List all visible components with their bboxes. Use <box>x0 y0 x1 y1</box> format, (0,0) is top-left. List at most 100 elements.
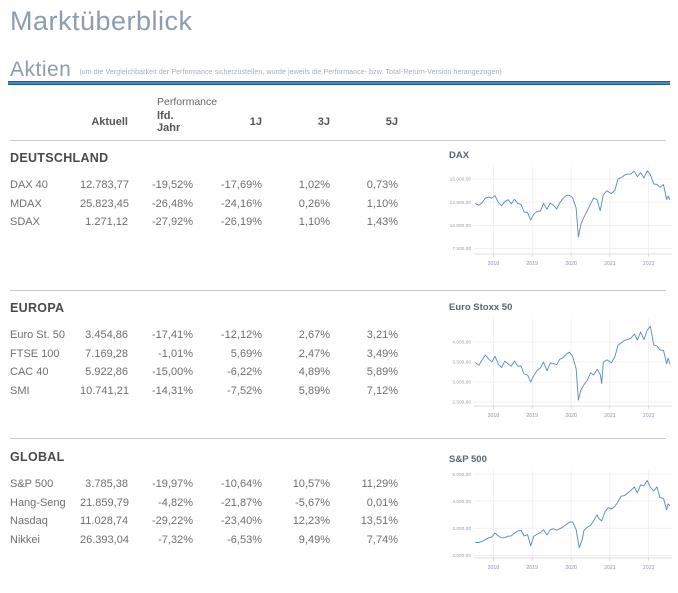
market-section-global: GLOBAL S&P 500 3.785,38 -19,97% -10,64% 10,57… <box>10 450 398 549</box>
value-cell: -7,32% <box>158 534 193 547</box>
value-cell: 21.859,79 <box>80 496 129 509</box>
value-cell: -19,52% <box>152 179 193 192</box>
value-cell: 4,89% <box>298 366 330 379</box>
svg-text:3.000,00: 3.000,00 <box>452 526 471 532</box>
svg-text:2020: 2020 <box>565 261 577 267</box>
value-cell: 1,10% <box>366 197 398 210</box>
col-header-1j: 1J <box>249 116 262 128</box>
value-cell: -19,97% <box>152 478 193 491</box>
chart-title: Euro Stoxx 50 <box>449 302 513 313</box>
chart-title: S&P 500 <box>449 454 487 465</box>
index-label: Nasdaq <box>10 515 48 528</box>
line-chart: 15.000,00 12.500,00 10.000,00 7.500,00 2018 2… <box>450 166 672 267</box>
section-header: EUROPA <box>10 301 65 315</box>
svg-text:10.000,00: 10.000,00 <box>450 223 472 229</box>
svg-text:4.000,00: 4.000,00 <box>452 340 471 346</box>
table-row: CAC 40 5.922,86 -15,00% -6,22% 4,89% 5,89% <box>10 363 398 382</box>
value-cell: -15,00% <box>152 366 193 379</box>
value-cell: 5,89% <box>366 366 398 379</box>
value-cell: 7.169,28 <box>85 347 128 360</box>
index-label: SDAX <box>10 216 40 229</box>
value-cell: 5,89% <box>298 385 330 398</box>
svg-text:2019: 2019 <box>526 413 538 419</box>
svg-text:2018: 2018 <box>488 413 500 419</box>
svg-text:2022: 2022 <box>643 565 655 571</box>
value-cell: 0,01% <box>366 496 398 509</box>
col-header-lfd-jahr: lfd. Jahr <box>157 110 181 134</box>
col-header-aktuell: Aktuell <box>91 116 128 128</box>
value-cell: 12,23% <box>292 515 330 528</box>
performance-group-header: Performance <box>157 96 218 108</box>
table-row: SMI 10.741,21 -14,31% -7,52% 5,89% 7,12% <box>10 382 398 401</box>
svg-text:2021: 2021 <box>604 261 616 267</box>
svg-text:2.500,00: 2.500,00 <box>452 400 471 406</box>
index-label: CAC 40 <box>10 366 49 379</box>
value-cell: -6,53% <box>227 534 262 547</box>
value-cell: 1.271,12 <box>85 216 128 229</box>
chart-dax: DAX 15.000,00 12.500,00 10.000,00 7.500,00 20… <box>438 150 676 270</box>
section-divider <box>10 140 666 141</box>
svg-text:12.500,00: 12.500,00 <box>450 200 472 206</box>
value-cell: -26,48% <box>152 197 193 210</box>
value-cell: -7,52% <box>227 385 262 398</box>
value-cell: 26.393,04 <box>80 534 129 547</box>
value-cell: -4,82% <box>158 496 193 509</box>
value-cell: -17,69% <box>221 179 262 192</box>
value-cell: -6,22% <box>227 366 262 379</box>
table-row: Nasdaq 11.028,74 -29,22% -23,40% 12,23% 13,51… <box>10 512 398 531</box>
value-cell: -12,12% <box>221 329 262 342</box>
value-cell: -29,22% <box>152 515 193 528</box>
value-cell: 2,67% <box>298 329 330 342</box>
svg-text:4.000,00: 4.000,00 <box>452 499 471 505</box>
index-label: Nikkei <box>10 534 40 547</box>
svg-text:2021: 2021 <box>604 565 616 571</box>
chart-s-p-500: S&P 500 5.000,00 4.000,00 3.000,00 2.000,00 2… <box>438 454 676 574</box>
table-row: SDAX 1.271,12 -27,92% -26,19% 1,10% 1,43% <box>10 213 398 232</box>
value-cell: -10,64% <box>221 478 262 491</box>
svg-text:7.500,00: 7.500,00 <box>452 246 471 252</box>
page-title: Marktüberblick <box>10 6 193 36</box>
value-cell: -21,87% <box>221 496 262 509</box>
value-cell: -24,16% <box>221 197 262 210</box>
value-cell: 10.741,21 <box>80 385 129 398</box>
aktien-note: (um die Vergleichbarkeit der Performance… <box>79 69 502 76</box>
value-cell: -27,92% <box>152 216 193 229</box>
table-row: Hang-Seng 21.859,79 -4,82% -21,87% -5,67% 0,0… <box>10 494 398 513</box>
table-row: DAX 40 12.783,77 -19,52% -17,69% 1,02% 0,73% <box>10 176 398 195</box>
value-cell: -5,67% <box>295 496 330 509</box>
value-cell: 11.028,74 <box>80 515 129 528</box>
svg-text:2020: 2020 <box>565 413 577 419</box>
value-cell: 10,57% <box>292 478 330 491</box>
value-cell: 1,43% <box>366 216 398 229</box>
svg-text:2020: 2020 <box>565 565 577 571</box>
index-label: S&P 500 <box>10 478 54 491</box>
svg-text:2.000,00: 2.000,00 <box>452 553 471 559</box>
section-header: GLOBAL <box>10 450 65 464</box>
col-header-3j: 3J <box>317 116 330 128</box>
svg-text:2018: 2018 <box>488 565 500 571</box>
index-label: SMI <box>10 385 30 398</box>
index-label: DAX 40 <box>10 179 48 192</box>
svg-text:2021: 2021 <box>604 413 616 419</box>
value-cell: 3,21% <box>366 329 398 342</box>
value-cell: 0,26% <box>298 197 330 210</box>
value-cell: -23,40% <box>221 515 262 528</box>
accent-divider <box>8 81 670 85</box>
value-cell: -17,41% <box>152 329 193 342</box>
line-chart: 4.000,00 3.500,00 3.000,00 2.500,00 2018 2019… <box>452 318 672 419</box>
market-section-deutschland: DEUTSCHLAND DAX 40 12.783,77 -19,52% -17,69%… <box>10 151 398 232</box>
svg-text:2018: 2018 <box>488 261 500 267</box>
svg-text:3.500,00: 3.500,00 <box>452 360 471 366</box>
section-header: DEUTSCHLAND <box>10 151 109 165</box>
value-cell: 7,74% <box>366 534 398 547</box>
svg-text:5.000,00: 5.000,00 <box>452 472 471 478</box>
value-cell: 9,49% <box>298 534 330 547</box>
aktien-heading-row: Aktien (um die Vergleichbarkeit der Perf… <box>10 58 670 82</box>
index-label: Hang-Seng <box>10 496 66 509</box>
svg-text:2022: 2022 <box>643 413 655 419</box>
col-header-5j: 5J <box>385 116 398 128</box>
value-cell: 0,73% <box>366 179 398 192</box>
value-cell: 5,69% <box>230 347 262 360</box>
table-row: FTSE 100 7.169,28 -1,01% 5,69% 2,47% 3,49% <box>10 345 398 364</box>
value-cell: 25.823,45 <box>80 197 129 210</box>
